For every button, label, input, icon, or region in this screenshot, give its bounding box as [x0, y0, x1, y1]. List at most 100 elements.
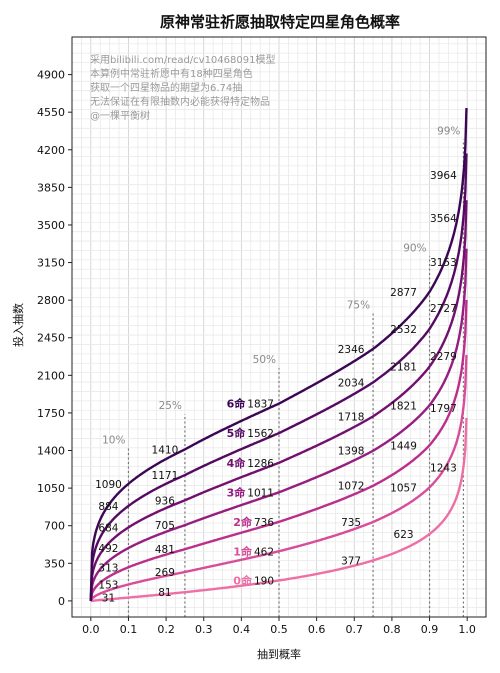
- x-tick-label: 0.8: [383, 623, 401, 636]
- y-tick-label: 2100: [37, 369, 65, 382]
- y-axis-label: 投入抽数: [11, 303, 25, 347]
- grid: [71, 37, 487, 618]
- data-label: 1797: [430, 403, 457, 415]
- notes: 采用bilibili.com/read/cv10468091模型本算例中常驻祈愿…: [90, 53, 275, 122]
- data-label: 1072: [338, 481, 365, 493]
- x-tick-label: 0.4: [233, 623, 251, 636]
- series-curves: [89, 107, 468, 603]
- x-tick-label: 0.2: [157, 623, 175, 636]
- series-name-label: 3命: [227, 485, 247, 499]
- y-tick-label: 3850: [37, 181, 65, 194]
- data-label: 153: [98, 579, 118, 591]
- data-label: 1243: [430, 462, 457, 474]
- series-value-label: 1837: [247, 399, 274, 411]
- series-name-label: 4命: [227, 456, 247, 470]
- data-label: 623: [394, 529, 414, 541]
- y-tick-label: 1750: [37, 407, 65, 420]
- data-label: 481: [155, 544, 175, 556]
- data-label: 884: [98, 501, 118, 513]
- data-label: 377: [341, 555, 361, 567]
- data-label: 3153: [430, 257, 457, 269]
- y-tick-label: 2450: [37, 332, 65, 345]
- series-value-label: 736: [254, 517, 274, 529]
- data-label: 705: [155, 520, 175, 532]
- data-label: 2279: [430, 351, 457, 363]
- y-tick-label: 4550: [37, 106, 65, 119]
- x-axis-label: 抽到概率: [257, 647, 301, 661]
- note-line: 本算例中常驻祈愿中有18种四星角色: [90, 67, 253, 80]
- y-tick-label: 350: [44, 557, 65, 570]
- data-label: 936: [155, 495, 175, 507]
- data-label: 684: [98, 522, 118, 534]
- series-name-label: 5命: [227, 426, 247, 440]
- data-label: 2181: [390, 362, 417, 374]
- x-tick-label: 0.7: [346, 623, 364, 636]
- percent-marker-label: 10%: [102, 434, 125, 446]
- data-label: 2727: [430, 303, 457, 315]
- y-tick-label: 700: [44, 520, 65, 533]
- data-labels: 31 81 0命 190 377 623 1243 153 269 1命 462 735 1057 179…: [95, 170, 457, 604]
- series-value-label: 190: [254, 575, 274, 587]
- data-label: 1090: [95, 479, 122, 491]
- series-line: [89, 153, 468, 601]
- chart-title: 原神常驻祈愿抽取特定四星角色概率: [160, 13, 400, 31]
- note-line: @一棵平衡树: [90, 109, 150, 122]
- data-label: 2命 736: [233, 515, 274, 529]
- x-tick-label: 0.1: [120, 623, 138, 636]
- data-label: 1398: [338, 446, 365, 458]
- data-label: 735: [341, 517, 361, 529]
- y-tick-label: 1400: [37, 445, 65, 458]
- note-line: 获取一个四星物品的期望为6.74抽: [90, 81, 242, 94]
- axis-ticks: 0.0 0.1 0.2 0.3 0.4 0.5 0.6 0.7 0.8 0.9 1.0 0 350 700…: [37, 69, 476, 636]
- data-label: 1057: [390, 482, 417, 494]
- series-line: [89, 299, 468, 602]
- series-value-label: 1011: [247, 487, 274, 499]
- data-label: 1命 462: [233, 544, 274, 558]
- y-tick-label: 0: [58, 595, 65, 608]
- percent-marker-label: 75%: [347, 299, 370, 311]
- data-label: 2346: [338, 344, 365, 356]
- y-tick-label: 4200: [37, 144, 65, 157]
- data-label: 81: [158, 587, 171, 599]
- y-tick-label: 1050: [37, 482, 65, 495]
- data-label: 3964: [430, 170, 457, 182]
- x-tick-label: 0.5: [270, 623, 288, 636]
- note-line: 无法保证在有限抽数内必能获得特定物品: [90, 95, 270, 108]
- series-value-label: 1562: [247, 428, 274, 440]
- series-line: [89, 107, 468, 601]
- data-label: 313: [98, 562, 118, 574]
- percent-marker-label: 90%: [403, 242, 426, 254]
- data-label: 5命 1562: [227, 426, 274, 440]
- data-label: 1821: [390, 400, 417, 412]
- y-tick-label: 3500: [37, 219, 65, 232]
- data-label: 6命 1837: [227, 397, 274, 411]
- note-line: 采用bilibili.com/read/cv10468091模型: [90, 53, 275, 66]
- x-tick-label: 0.9: [421, 623, 439, 636]
- series-line: [89, 248, 468, 602]
- data-label: 1718: [338, 411, 365, 423]
- data-label: 3564: [430, 213, 457, 225]
- data-label: 2034: [338, 377, 365, 389]
- series-line: [89, 200, 468, 601]
- series-line: [90, 417, 468, 603]
- data-label: 4命 1286: [227, 456, 275, 470]
- data-label: 1410: [152, 444, 179, 456]
- x-tick-label: 0.6: [308, 623, 326, 636]
- data-label: 2877: [390, 287, 417, 299]
- data-label: 3命 1011: [227, 485, 274, 499]
- series-name-label: 6命: [227, 397, 247, 411]
- percent-marker-label: 99%: [437, 126, 460, 138]
- data-label: 2532: [390, 324, 417, 336]
- y-tick-label: 4900: [37, 69, 65, 82]
- x-tick-label: 0.3: [195, 623, 213, 636]
- series-name-label: 0命: [233, 573, 253, 587]
- data-label: 1449: [390, 440, 417, 452]
- series-name-label: 1命: [233, 544, 253, 558]
- y-tick-label: 2800: [37, 294, 65, 307]
- series-name-label: 2命: [233, 515, 253, 529]
- percent-marker-label: 25%: [159, 400, 182, 412]
- series-value-label: 462: [254, 546, 274, 558]
- y-tick-label: 3150: [37, 257, 65, 270]
- x-tick-label: 0.0: [82, 623, 100, 636]
